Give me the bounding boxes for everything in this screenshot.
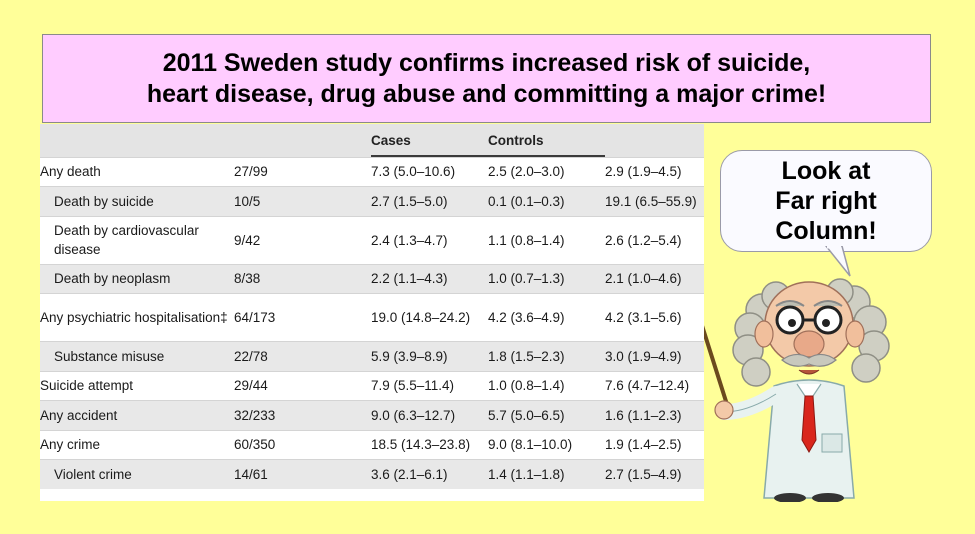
row-cases: 18.5 (14.3–23.8)	[371, 437, 471, 453]
row-n: 29/44	[234, 378, 268, 394]
table-row: Any accident 32/233 9.0 (6.3–12.7) 5.7 (…	[40, 400, 704, 430]
bubble-line-1: Look at	[781, 157, 871, 185]
table-row: Substance misuse 22/78 5.9 (3.9–8.9) 1.8…	[40, 341, 704, 371]
row-n: 64/173	[234, 310, 276, 325]
row-controls: 2.5 (2.0–3.0)	[488, 164, 565, 180]
table-row: Any crime 60/350 18.5 (14.3–23.8) 9.0 (8…	[40, 430, 704, 460]
table-row: Death by suicide 10/5 2.7 (1.5–5.0) 0.1 …	[40, 186, 704, 216]
row-controls: 4.2 (3.6–4.9)	[488, 310, 565, 325]
row-n: 22/78	[234, 348, 268, 364]
row-controls: 0.1 (0.1–0.3)	[488, 193, 565, 209]
row-n: 32/233	[234, 407, 276, 423]
row-n: 60/350	[234, 437, 276, 453]
header-blank-1	[40, 124, 234, 157]
table-row: Death by neoplasm 8/38 2.2 (1.1–4.3) 1.0…	[40, 264, 704, 294]
row-cases: 7.3 (5.0–10.6)	[371, 164, 456, 180]
row-cases: 2.2 (1.1–4.3)	[371, 271, 448, 287]
row-controls: 1.1 (0.8–1.4)	[488, 232, 565, 248]
table-row: Death by cardiovascular disease 9/42 2.4…	[40, 216, 704, 264]
header-controls: Controls	[488, 124, 605, 157]
row-ratio: 2.9 (1.9–4.5)	[605, 164, 682, 180]
row-label: Substance misuse	[54, 348, 165, 364]
row-n: 8/38	[234, 271, 261, 287]
row-label: Death by suicide	[54, 193, 154, 209]
professor-with-pointer-icon	[704, 278, 890, 502]
table-row: Any psychiatric hospitalisation‡ 64/173 …	[40, 293, 704, 342]
row-cases: 2.7 (1.5–5.0)	[371, 193, 448, 209]
row-cases: 3.6 (2.1–6.1)	[371, 467, 448, 482]
row-ratio: 2.7 (1.5–4.9)	[605, 467, 682, 482]
row-cases: 7.9 (5.5–11.4)	[371, 378, 455, 394]
row-ratio: 2.6 (1.2–5.4)	[605, 232, 682, 248]
header-cases: Cases	[371, 124, 488, 157]
row-n: 14/61	[234, 467, 268, 482]
row-label: Any psychiatric hospitalisation‡	[40, 294, 234, 342]
results-table: Cases Controls Any death 27/99 7.3 (5.0–…	[40, 124, 704, 501]
row-controls: 1.0 (0.7–1.3)	[488, 271, 565, 287]
row-ratio: 2.1 (1.0–4.6)	[605, 271, 682, 287]
row-ratio: 19.1 (6.5–55.9)	[605, 193, 697, 209]
row-label: Death by cardiovascular disease	[40, 216, 234, 264]
title-banner: 2011 Sweden study confirms increased ris…	[42, 34, 931, 123]
row-controls: 9.0 (8.1–10.0)	[488, 437, 573, 453]
title-line-2: heart disease, drug abuse and committing…	[146, 79, 827, 108]
header-blank-3	[605, 124, 704, 157]
row-ratio: 3.0 (1.9–4.9)	[605, 348, 682, 364]
row-label: Any accident	[40, 407, 118, 423]
bubble-line-2: Far right	[775, 187, 877, 215]
row-ratio: 7.6 (4.7–12.4)	[605, 378, 690, 394]
row-label: Any crime	[40, 437, 101, 453]
row-ratio: 1.9 (1.4–2.5)	[605, 437, 682, 453]
table-row: Suicide attempt 29/44 7.9 (5.5–11.4) 1.0…	[40, 371, 704, 401]
row-n: 27/99	[234, 164, 268, 180]
row-label: Violent crime	[54, 467, 132, 482]
row-cases: 9.0 (6.3–12.7)	[371, 407, 456, 423]
row-ratio: 1.6 (1.1–2.3)	[605, 407, 682, 423]
row-controls: 1.0 (0.8–1.4)	[488, 378, 565, 394]
row-cases: 5.9 (3.9–8.9)	[371, 348, 448, 364]
row-label: Death by neoplasm	[54, 271, 171, 287]
row-cases: 2.4 (1.3–4.7)	[371, 232, 448, 248]
table-row: Violent crime 14/61 3.6 (2.1–6.1) 1.4 (1…	[40, 459, 704, 489]
table-header-row: Cases Controls	[40, 124, 704, 157]
row-n: 10/5	[234, 193, 261, 209]
table-row: Any death 27/99 7.3 (5.0–10.6) 2.5 (2.0–…	[40, 157, 704, 187]
header-blank-2	[234, 124, 371, 157]
row-controls: 5.7 (5.0–6.5)	[488, 407, 565, 423]
row-label-text: Any psychiatric hospitalisation‡	[40, 310, 228, 325]
row-label-text: Death by cardiovascular disease	[54, 223, 199, 257]
speech-bubble: Look at Far right Column!	[720, 150, 932, 252]
row-label: Any death	[40, 164, 101, 180]
bubble-line-3: Column!	[775, 217, 877, 245]
row-n: 9/42	[234, 232, 261, 248]
speech-bubble-tail	[825, 246, 851, 277]
title-line-1: 2011 Sweden study confirms increased ris…	[162, 48, 811, 77]
row-label: Suicide attempt	[40, 378, 134, 394]
row-cases: 19.0 (14.8–24.2)	[371, 310, 471, 325]
row-ratio: 4.2 (3.1–5.6)	[605, 310, 682, 325]
row-controls: 1.8 (1.5–2.3)	[488, 348, 565, 364]
row-controls: 1.4 (1.1–1.8)	[488, 467, 565, 482]
